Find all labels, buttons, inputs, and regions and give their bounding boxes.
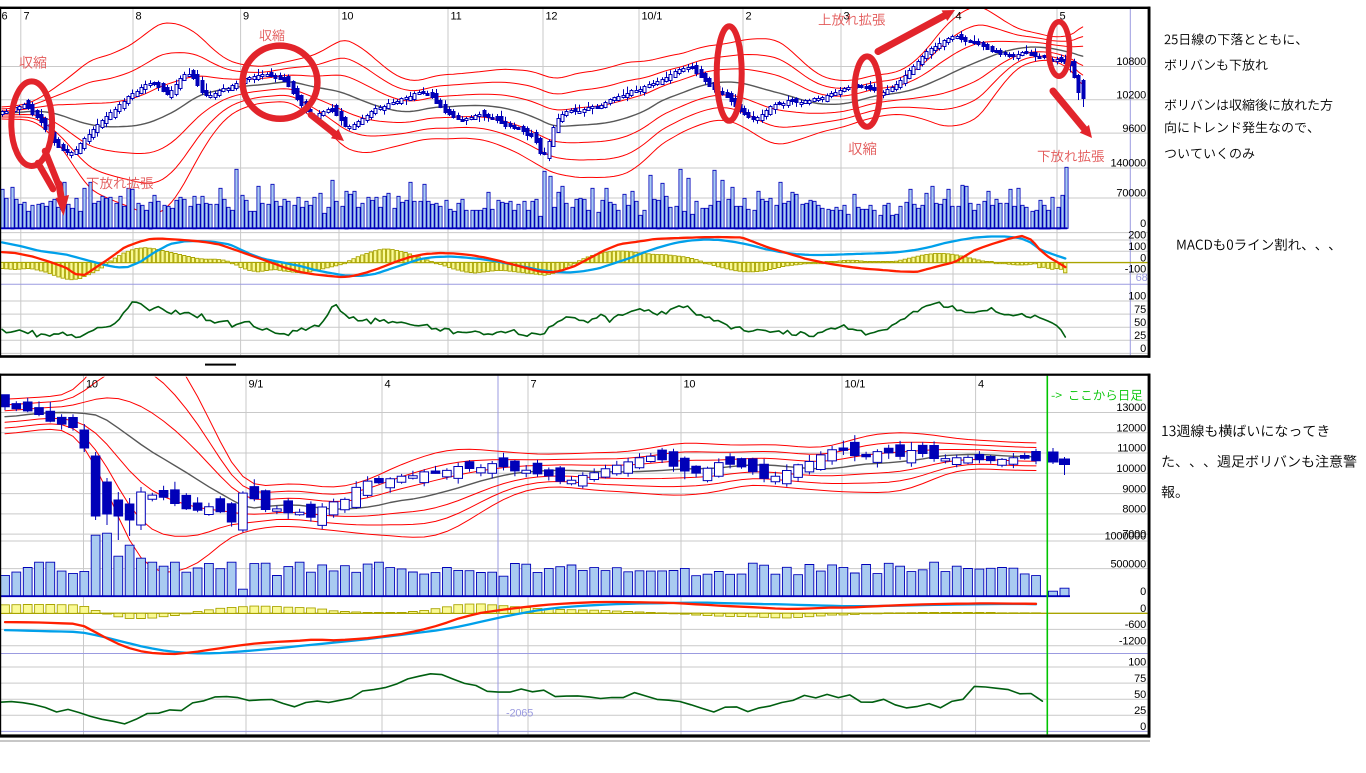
svg-text:140000: 140000 bbox=[1110, 158, 1146, 170]
svg-text:0: 0 bbox=[1140, 343, 1146, 355]
svg-text:10: 10 bbox=[684, 379, 696, 391]
svg-text:50: 50 bbox=[1134, 317, 1146, 329]
svg-text:13000: 13000 bbox=[1116, 402, 1146, 414]
svg-text:11000: 11000 bbox=[1117, 443, 1146, 455]
svg-text:11: 11 bbox=[451, 11, 462, 23]
svg-text:4: 4 bbox=[956, 11, 962, 23]
svg-text:9600: 9600 bbox=[1122, 123, 1146, 135]
svg-text:9: 9 bbox=[243, 11, 249, 23]
svg-text:9/1: 9/1 bbox=[249, 379, 264, 391]
svg-text:4: 4 bbox=[978, 379, 984, 391]
svg-text:0: 0 bbox=[1140, 218, 1146, 230]
svg-text:70000: 70000 bbox=[1116, 188, 1146, 200]
svg-text:-600: -600 bbox=[1125, 619, 1146, 631]
svg-text:500000: 500000 bbox=[1110, 558, 1146, 570]
svg-text:-100: -100 bbox=[1125, 264, 1146, 276]
svg-text:0: 0 bbox=[1140, 721, 1146, 733]
svg-text:6: 6 bbox=[2, 11, 8, 23]
svg-text:7: 7 bbox=[24, 11, 30, 23]
svg-text:10000: 10000 bbox=[1116, 463, 1146, 475]
svg-text:75: 75 bbox=[1134, 304, 1146, 316]
svg-text:7: 7 bbox=[531, 379, 537, 391]
svg-text:10/1: 10/1 bbox=[845, 379, 866, 391]
svg-text:1000000: 1000000 bbox=[1105, 531, 1147, 543]
svg-text:9000: 9000 bbox=[1122, 483, 1146, 495]
svg-text:75: 75 bbox=[1134, 673, 1146, 685]
svg-text:0: 0 bbox=[1140, 586, 1146, 598]
svg-text:2: 2 bbox=[746, 11, 752, 23]
svg-text:100: 100 bbox=[1128, 291, 1146, 303]
svg-text:68: 68 bbox=[1136, 272, 1148, 284]
svg-text:100: 100 bbox=[1128, 241, 1146, 253]
svg-text:25: 25 bbox=[1134, 705, 1146, 717]
svg-text:-2065: -2065 bbox=[506, 708, 533, 720]
svg-text:10: 10 bbox=[86, 379, 98, 391]
svg-text:8000: 8000 bbox=[1122, 504, 1146, 516]
svg-text:0: 0 bbox=[1140, 603, 1146, 615]
svg-text:12000: 12000 bbox=[1116, 423, 1146, 435]
svg-text:5: 5 bbox=[1060, 11, 1066, 23]
svg-text:7000: 7000 bbox=[1122, 529, 1146, 541]
svg-text:100: 100 bbox=[1128, 657, 1146, 669]
svg-text:0: 0 bbox=[1140, 252, 1146, 264]
svg-text:8: 8 bbox=[136, 11, 142, 23]
svg-text:10: 10 bbox=[342, 11, 354, 23]
svg-text:25: 25 bbox=[1134, 330, 1146, 342]
svg-text:10800: 10800 bbox=[1116, 56, 1146, 68]
svg-text:50: 50 bbox=[1134, 689, 1146, 701]
svg-text:-1200: -1200 bbox=[1119, 636, 1146, 648]
svg-text:4: 4 bbox=[385, 379, 391, 391]
svg-text:12: 12 bbox=[546, 11, 558, 23]
svg-text:10/1: 10/1 bbox=[642, 11, 663, 23]
svg-text:10200: 10200 bbox=[1116, 90, 1146, 102]
svg-text:200: 200 bbox=[1128, 230, 1146, 242]
